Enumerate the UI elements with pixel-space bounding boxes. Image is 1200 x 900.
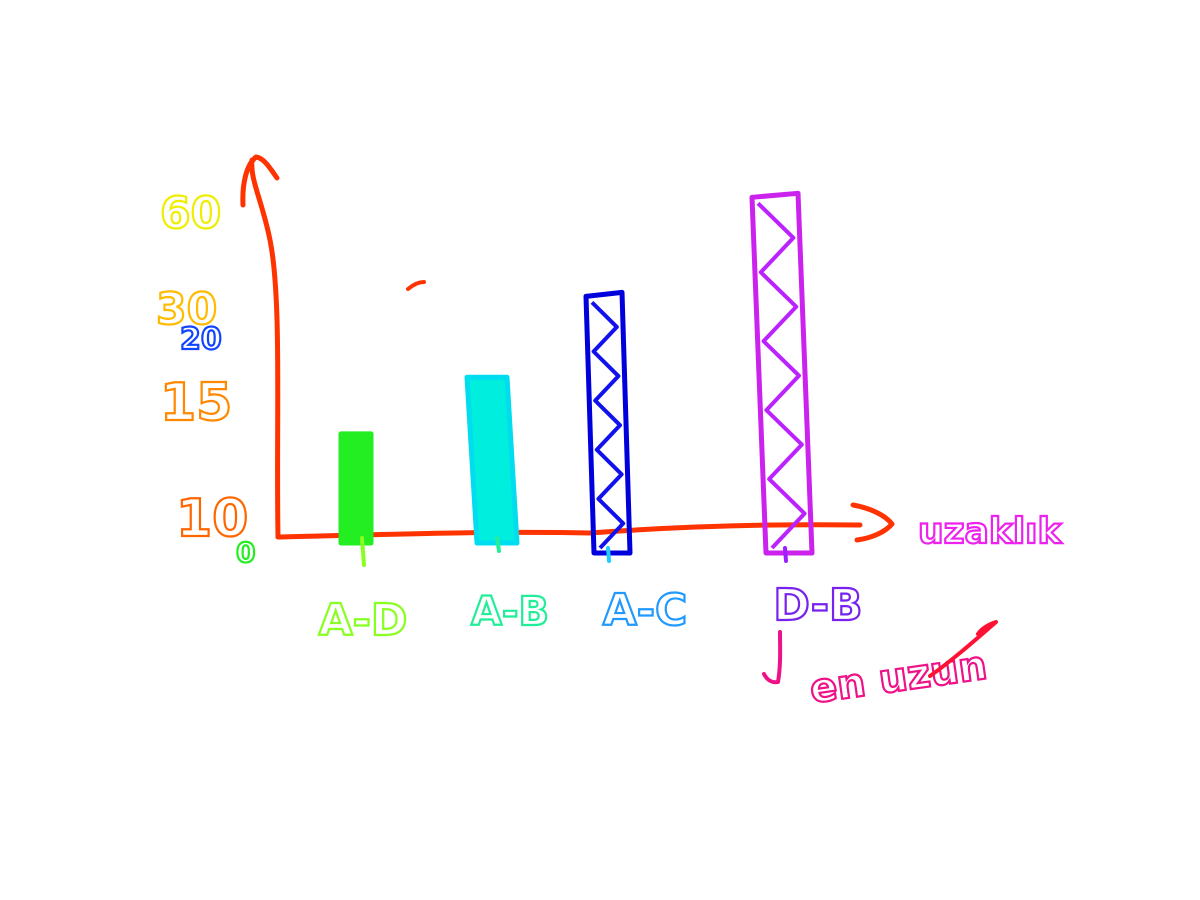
category-label: A-B	[471, 589, 549, 635]
stray-mark	[406, 280, 426, 291]
x-axis	[275, 522, 863, 540]
bar-hatch	[590, 300, 626, 550]
category-label: D-B	[773, 580, 862, 631]
axes	[240, 154, 895, 543]
y-tick-label: 0	[236, 536, 255, 569]
y-tick-label: 30	[156, 284, 217, 335]
bar-stem	[606, 546, 611, 563]
y-tick-label: 20	[180, 322, 222, 357]
y-tick-label: 60	[160, 188, 221, 239]
annotation-arrow	[928, 620, 998, 678]
bar-outline	[583, 289, 633, 556]
bar-stem	[495, 536, 501, 553]
y-tick-label: 15	[160, 373, 232, 433]
bar	[749, 190, 815, 563]
bar-outline	[749, 190, 815, 556]
bar-stem	[360, 536, 366, 567]
y-tick-label: 10	[176, 489, 248, 549]
y-axis	[249, 157, 281, 540]
x-axis-arrowhead	[850, 502, 895, 543]
bar-body	[338, 431, 374, 546]
annotation-down-arrow	[762, 630, 783, 685]
bar-body	[464, 374, 520, 546]
bar-stem	[783, 546, 788, 563]
annotation: en uzun	[762, 620, 998, 714]
x-axis-label: uzaklık	[918, 511, 1062, 552]
bar-hatch	[756, 201, 807, 550]
category-labels: A-D A-B A-C D-B	[317, 579, 863, 647]
bars	[338, 190, 815, 567]
y-tick-labels: 0 10 15 20 30 60	[155, 187, 257, 570]
y-axis-arrowhead	[240, 154, 280, 208]
category-label: A-C	[603, 585, 688, 636]
bar	[338, 431, 374, 567]
bar	[464, 374, 520, 553]
bar	[583, 289, 633, 563]
category-label: A-D	[319, 595, 408, 646]
